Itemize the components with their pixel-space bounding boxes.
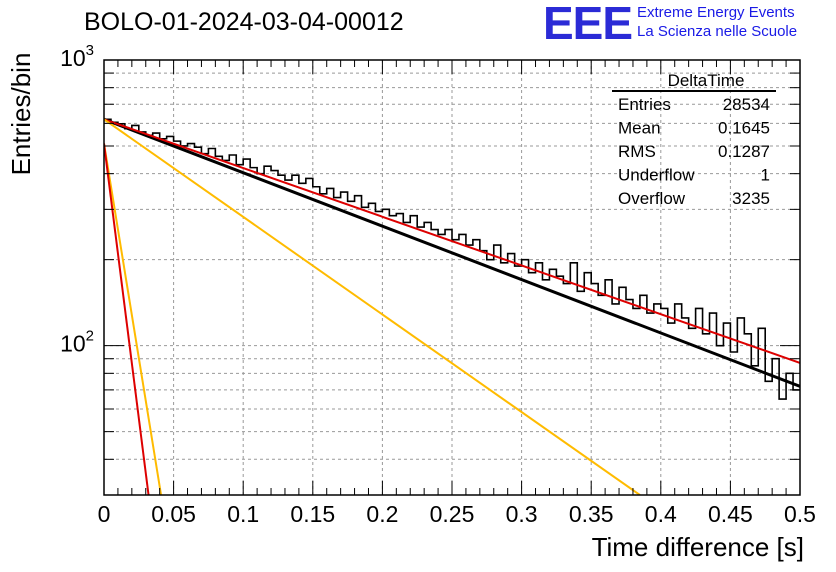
axes <box>103 59 801 496</box>
histogram <box>104 118 800 400</box>
x-tick-label: 0.05 <box>151 501 196 527</box>
stats-label-entries: Entries <box>618 95 671 114</box>
fit-lines <box>104 117 800 495</box>
fit-line-1 <box>104 117 800 388</box>
stats-label-overflow: Overflow <box>618 189 686 208</box>
fit-line-4 <box>104 143 163 495</box>
stats-value-underflow: 1 <box>761 166 770 185</box>
x-tick-label: 0.3 <box>506 501 538 527</box>
fit-line-3 <box>104 118 641 495</box>
fit-line-5 <box>104 143 150 495</box>
y-tick-label: 102 <box>60 328 94 357</box>
x-tick-label: 0.45 <box>708 501 753 527</box>
y-tick-label: 103 <box>60 42 94 71</box>
fit-line-2 <box>104 118 800 364</box>
x-tick-label: 0.5 <box>784 501 816 527</box>
logo-subtitle: Extreme Energy Events La Scienza nelle S… <box>637 3 797 41</box>
histogram-outline <box>104 118 800 400</box>
x-axis-label: Time difference [s] <box>591 532 804 562</box>
logo-line-1: Extreme Energy Events <box>637 4 795 21</box>
stats-label-rms: RMS <box>618 142 656 161</box>
stats-title: DeltaTime <box>668 71 745 90</box>
x-tick-label: 0.1 <box>227 501 259 527</box>
stats-value-mean: 0.1645 <box>718 119 770 138</box>
logo-line-2: La Scienza nelle Scuole <box>637 23 798 40</box>
x-tick-label: 0 <box>98 501 111 527</box>
x-tick-label: 0.4 <box>645 501 677 527</box>
grid <box>104 60 800 496</box>
stats-value-overflow: 3235 <box>732 189 770 208</box>
eee-logo: EEE <box>543 0 633 49</box>
stats-label-underflow: Underflow <box>618 166 695 185</box>
stats-value-entries: 28534 <box>723 95 770 114</box>
chart-title: BOLO-01-2024-03-04-00012 <box>84 8 404 36</box>
stats-value-rms: 0.1287 <box>718 142 770 161</box>
plot-frame <box>103 59 801 496</box>
x-tick-label: 0.2 <box>366 501 398 527</box>
x-tick-label: 0.15 <box>290 501 335 527</box>
stats-box: DeltaTime Entries 28534 Mean 0.1645 RMS 0.1287… <box>612 71 776 208</box>
x-tick-label: 0.35 <box>569 501 614 527</box>
x-tick-label: 0.25 <box>430 501 475 527</box>
tick-labels: 0 0.05 0.1 0.15 0.2 0.25 0.3 0.35 0.4 0.45 0.5 102 1… <box>60 42 816 527</box>
stats-label-mean: Mean <box>618 119 661 138</box>
